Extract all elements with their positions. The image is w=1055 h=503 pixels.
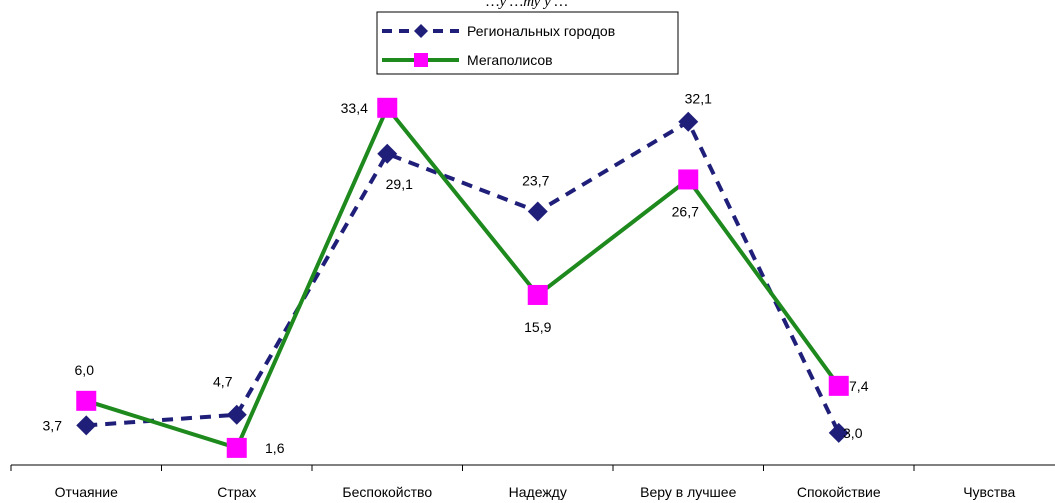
data-point-megapolis <box>678 169 699 190</box>
data-point-regional <box>678 111 699 132</box>
series-line-megapolis <box>85 103 841 451</box>
data-point-regional <box>226 404 247 425</box>
legend-marker-megapolis <box>414 53 428 67</box>
data-point-regional <box>527 201 548 222</box>
data-label-megapolis: 1,6 <box>265 440 285 456</box>
data-point-megapolis <box>76 390 97 411</box>
x-tick-label: Отчаяние <box>55 484 119 500</box>
x-tick-label: Страх <box>217 484 256 500</box>
data-label-megapolis: 7,4 <box>849 378 869 394</box>
x-tick-label: Чувства <box>963 484 1015 500</box>
data-point-regional <box>377 143 398 164</box>
data-label-megapolis: 6,0 <box>75 362 95 378</box>
data-label-regional: 32,1 <box>685 91 712 107</box>
data-point-megapolis <box>226 437 247 458</box>
data-point-regional <box>76 415 97 436</box>
data-label-regional: 3,0 <box>843 425 863 441</box>
x-tick-label: Веру в лучшее <box>640 484 736 500</box>
x-tick-label: Надежду <box>509 484 567 500</box>
legend-label-regional: Региональных городов <box>467 23 615 39</box>
data-label-megapolis: 33,4 <box>341 100 368 116</box>
data-label-megapolis: 15,9 <box>524 319 551 335</box>
legend-box <box>376 11 679 75</box>
data-point-megapolis <box>527 284 548 305</box>
data-point-megapolis <box>377 97 398 118</box>
data-label-regional: 23,7 <box>522 173 549 189</box>
legend-marker-regional <box>414 24 428 38</box>
data-label-regional: 3,7 <box>43 417 63 433</box>
chart-title: …у …ту у … <box>486 0 568 10</box>
data-point-megapolis <box>828 375 849 396</box>
x-tick-label: Спокойствие <box>797 484 881 500</box>
x-tick-label: Беспокойство <box>342 484 432 500</box>
plot-area: Отчаяние Страх Беспокойство Надежду Веру в л… <box>10 91 1055 500</box>
series-line-regional <box>86 118 841 434</box>
data-label-regional: 4,7 <box>213 374 233 390</box>
data-label-regional: 29,1 <box>386 176 413 192</box>
data-label-megapolis: 26,7 <box>672 203 699 219</box>
legend-label-megapolis: Мегаполисов <box>467 52 553 68</box>
legend: Региональных городов Мегаполисов <box>376 11 679 75</box>
data-point-regional <box>828 422 849 443</box>
